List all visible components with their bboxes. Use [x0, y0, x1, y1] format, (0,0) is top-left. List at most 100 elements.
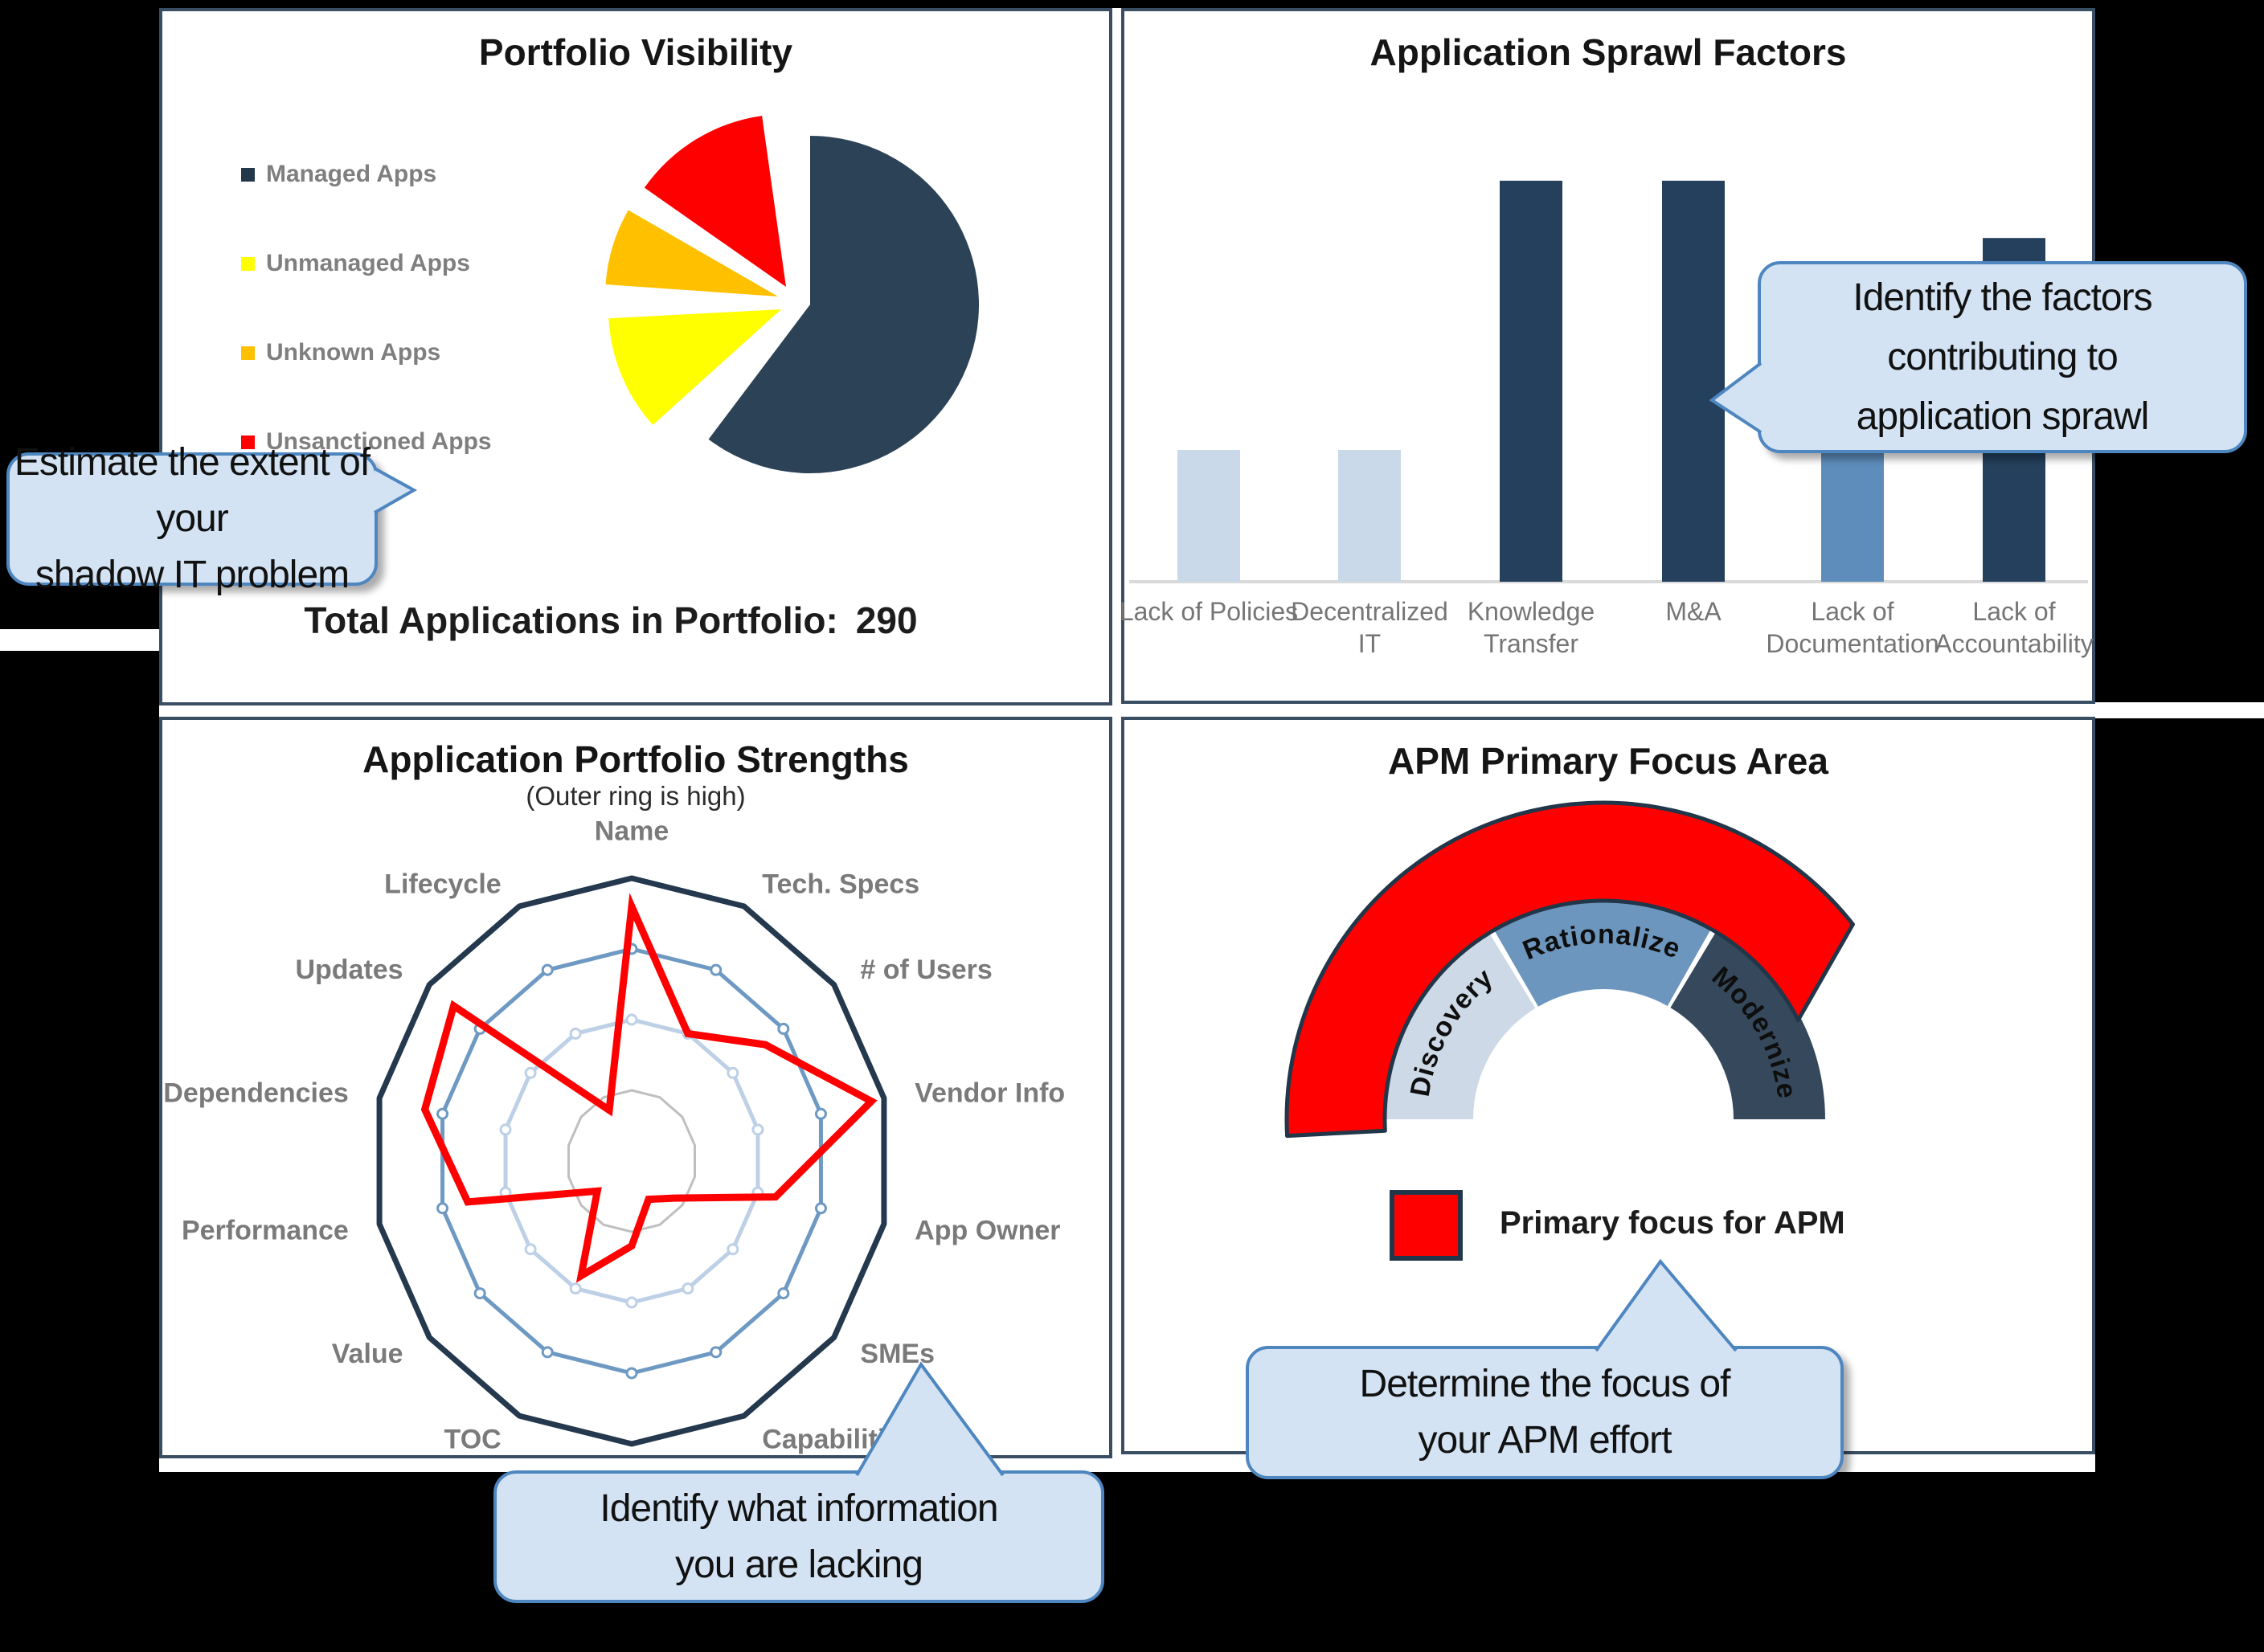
unmanaged-apps-swatch-icon — [241, 256, 255, 271]
radar-axis-label: Updates — [295, 955, 403, 985]
bar-category-label: M&A — [1665, 597, 1722, 626]
bar — [1338, 450, 1401, 582]
radar-axis-label: App Owner — [915, 1215, 1060, 1245]
radar-axis-label: # of Users — [860, 955, 992, 985]
bar-category-label: Decentralized — [1291, 597, 1448, 626]
pie-slice — [605, 210, 778, 296]
radar-axis-label: Performance — [182, 1215, 349, 1245]
callout-line: your APM effort — [1418, 1419, 1672, 1462]
bar-category-label: Accountability — [1934, 629, 2093, 658]
legend-label: Managed Apps — [266, 161, 437, 187]
radar-ring-marker — [751, 1123, 764, 1136]
radar-ring-marker — [524, 1066, 537, 1079]
legend-item-unsanctioned: Unsanctioned Apps — [241, 428, 492, 456]
right-margin-white-stripe — [2095, 702, 2264, 718]
legend-item-managed: Managed Apps — [241, 161, 492, 188]
bar — [1500, 180, 1562, 582]
callout-apm-focus: Determine the focus of your APM effort — [1246, 1346, 1844, 1479]
radar-ring-marker — [625, 1296, 638, 1309]
legend-label: Unmanaged Apps — [266, 250, 470, 276]
radar-axis-label: TOC — [444, 1425, 502, 1455]
radar-axis-label: Lifecycle — [384, 869, 502, 899]
left-margin-white-stripe — [0, 629, 161, 651]
radar-ring-marker — [710, 1346, 723, 1359]
radar-axis-label: Dependencies — [163, 1078, 349, 1109]
total-applications-line: Total Applications in Portfolio: 290 — [135, 599, 1087, 642]
radar-ring — [567, 1089, 696, 1233]
callout-sprawl-factors: Identify the factors contributing to app… — [1758, 261, 2247, 453]
radar-ring-marker — [710, 963, 723, 976]
portfolio-visibility-title: Portfolio Visibility — [478, 31, 793, 73]
radar-ring-marker — [814, 1107, 827, 1120]
callout-line: Identify the factors — [1853, 276, 2152, 319]
radar-ring-marker — [777, 1022, 790, 1035]
callout-information-lacking: Identify what information you are lackin… — [493, 1470, 1104, 1603]
gauge-segment — [1670, 929, 1825, 1119]
legend-item-unmanaged: Unmanaged Apps — [241, 250, 492, 277]
radar-ring-marker — [499, 1123, 512, 1136]
unsanctioned-apps-swatch-icon — [241, 435, 255, 449]
bar-category-label: Knowledge — [1468, 597, 1595, 626]
pie-legend: Managed Apps Unmanaged Apps Unknown Apps… — [241, 161, 492, 517]
radar-axis-label: SMEs — [860, 1339, 935, 1369]
radar-ring — [440, 947, 823, 1376]
radar-axis-label: Value — [332, 1339, 403, 1369]
portfolio-strengths-title: Application Portfolio Strengths — [362, 738, 909, 780]
application-sprawl-title: Application Sprawl Factors — [1369, 31, 1847, 73]
callout-line: shadow IT problem — [35, 554, 350, 596]
callout-line: Identify what information — [600, 1486, 998, 1530]
legend-label: Unknown Apps — [266, 339, 441, 366]
bar-category-label: Lack of Policies — [1120, 597, 1298, 626]
radar-axis-label: Capabilities — [762, 1425, 915, 1455]
bar-category-label: Lack of — [1811, 597, 1893, 626]
callout-shadow-it: Estimate the extent of your shadow IT pr… — [6, 441, 378, 596]
radar-ring-marker — [727, 1243, 739, 1256]
legend-label: Unsanctioned Apps — [266, 428, 492, 455]
managed-apps-swatch-icon — [241, 167, 255, 182]
bar-category-label: Transfer — [1484, 629, 1578, 658]
callout-line: Determine the focus of — [1359, 1363, 1731, 1405]
radar-axis-label: Name — [595, 816, 669, 846]
callout-line: Estimate the extent of your — [14, 441, 371, 540]
radar-ring-marker — [473, 1287, 486, 1300]
gauge-segment — [1382, 930, 1536, 1119]
bar-category-label: Documentation — [1766, 629, 1939, 658]
bar-category-label: Lack of — [1972, 597, 2055, 626]
radar-ring-marker — [524, 1243, 537, 1256]
radar-axis-label: Vendor Info — [915, 1078, 1065, 1109]
radar-ring-marker — [814, 1202, 827, 1215]
callout-line: contributing to — [1887, 335, 2119, 378]
radar-ring-marker — [436, 1202, 449, 1215]
primary-focus-legend-label: Primary focus for APM — [1500, 1205, 1845, 1241]
radar-ring-marker — [777, 1287, 790, 1300]
radar-ring — [376, 875, 887, 1447]
radar-ring-marker — [625, 1367, 638, 1380]
radar-series — [420, 893, 878, 1283]
total-applications-value: 290 — [855, 599, 918, 641]
gauge-primary-focus-band — [1284, 800, 1855, 1139]
radar-ring-marker — [682, 1282, 694, 1295]
radar-ring-marker — [569, 1282, 582, 1295]
bar — [1177, 450, 1240, 582]
radar-ring-marker — [541, 963, 554, 976]
callout-line: application sprawl — [1856, 395, 2150, 438]
callout-line: you are lacking — [675, 1543, 923, 1586]
legend-item-unknown: Unknown Apps — [241, 339, 492, 366]
unknown-apps-swatch-icon — [241, 346, 255, 360]
bar — [1662, 180, 1725, 582]
pie-slice — [608, 309, 781, 425]
radar-ring-marker — [569, 1027, 582, 1040]
portfolio-strengths-subtitle: (Outer ring is high) — [526, 781, 746, 811]
radar-axis-label: Tech. Specs — [762, 869, 919, 899]
primary-focus-swatch-icon — [1390, 1190, 1463, 1261]
radar-ring-marker — [436, 1107, 449, 1120]
radar-ring-marker — [727, 1066, 739, 1079]
total-applications-label: Total Applications in Portfolio: — [304, 599, 838, 641]
radar-ring-marker — [625, 1013, 638, 1026]
radar-ring-marker — [541, 1346, 554, 1359]
apm-focus-title: APM Primary Focus Area — [1388, 740, 1828, 782]
bar-category-label: IT — [1358, 629, 1381, 658]
pie-slice — [708, 136, 979, 473]
